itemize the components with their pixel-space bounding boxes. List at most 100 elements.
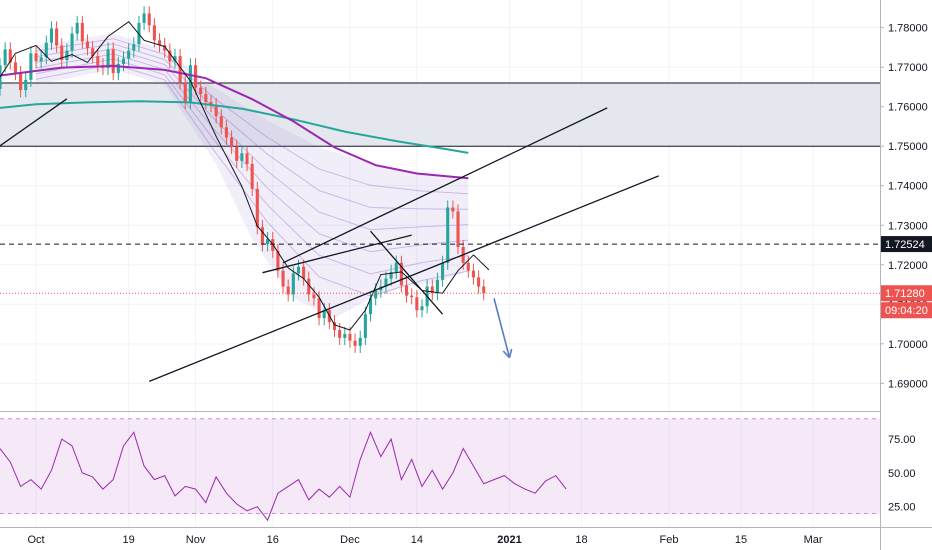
candle-body (368, 298, 373, 315)
time-tick-label: Dec (340, 534, 360, 546)
resistance-zone (0, 82, 880, 147)
time-tick-label: Mar (804, 534, 823, 546)
candle-body (471, 270, 475, 278)
trendline (148, 175, 659, 382)
candle-body (60, 45, 64, 61)
candle-body (451, 207, 455, 212)
candle-body (302, 266, 306, 279)
arrow-head (502, 350, 511, 359)
candle-body (142, 13, 146, 23)
candle-body (49, 28, 54, 43)
candle-body (44, 42, 48, 58)
candle-body (168, 50, 172, 62)
countdown-tag-bg (881, 302, 932, 319)
ribbon-line (35, 48, 469, 231)
price-tick-label: 1.72000 (888, 260, 928, 272)
candle-body (394, 262, 398, 272)
candle-body (132, 44, 136, 51)
candle-body (219, 116, 223, 128)
candle-body (19, 73, 23, 91)
candle-body (312, 294, 316, 299)
price-tick-label: 1.75000 (888, 141, 928, 153)
rsi-tick-label: 75.00 (888, 434, 916, 446)
candle-body (456, 211, 460, 247)
ribbon-line (35, 63, 469, 297)
candle-body (317, 298, 321, 319)
candle-body (389, 271, 393, 279)
candle-body (199, 87, 203, 95)
ribbon-line (35, 43, 469, 210)
candle-body (80, 22, 84, 42)
candle-body (374, 290, 378, 299)
trendline (370, 230, 444, 315)
ribbon-line (35, 53, 469, 253)
moving-average-line (0, 21, 490, 331)
candle-body (13, 62, 17, 74)
arrow-shaft (493, 298, 511, 358)
candle-body (121, 58, 126, 65)
countdown-tag-label: 09:04:20 (885, 305, 928, 317)
candle-body (399, 262, 403, 286)
arrow-head (508, 348, 513, 358)
price-tags: 1.72524 1.71280 09:04:20 (881, 236, 932, 319)
candle-body (296, 266, 301, 274)
time-axis[interactable]: Oct 19 Nov 16 Dec 14 2021 18 Feb 15 Mar (27, 534, 822, 546)
candle-body (152, 25, 156, 41)
candle-body (358, 337, 362, 346)
candle-body (466, 262, 470, 271)
candle-body (255, 188, 259, 228)
time-tick-label: 16 (267, 534, 279, 546)
candle-body (8, 49, 12, 63)
candle-body (127, 50, 131, 59)
candle-body (477, 277, 481, 287)
candle-body (235, 147, 239, 161)
candle-body (111, 49, 115, 74)
candle-body (157, 40, 162, 46)
candle-body (29, 53, 33, 80)
candle-body (85, 41, 90, 49)
candle-body (173, 56, 177, 62)
candle-body (39, 57, 43, 62)
candle-body (24, 79, 28, 91)
candle-body (384, 278, 388, 287)
candle-body (446, 207, 450, 263)
candle-body (96, 56, 100, 66)
candle-body (338, 329, 342, 338)
candle-body (353, 340, 357, 346)
candle-body (435, 279, 439, 294)
dashed-level-tag-bg (881, 236, 932, 253)
candle-body (332, 322, 337, 330)
candle-body (415, 297, 419, 311)
candle-body (322, 310, 326, 319)
candle-body (291, 273, 295, 295)
candle-body (214, 105, 218, 117)
candle-body (441, 262, 445, 280)
candle-body (240, 153, 244, 161)
price-tick-label: 1.77000 (888, 62, 928, 74)
moving-average-line (0, 64, 469, 180)
candle-body (410, 295, 414, 298)
rsi-axis[interactable]: 75.00 50.00 25.00 (888, 434, 916, 514)
candle-body (75, 22, 79, 34)
candle-body (183, 82, 187, 102)
horizontal-levels (0, 243, 880, 294)
candle-body (147, 13, 151, 26)
candle-body (281, 270, 285, 287)
trendline (262, 234, 412, 274)
candle-body (3, 49, 7, 66)
trendline (282, 107, 608, 264)
candle-body (163, 45, 167, 51)
candle-body (209, 101, 213, 106)
last-price-tag-bg (881, 285, 932, 302)
rsi-tick-label: 25.00 (888, 502, 916, 514)
trendline (0, 98, 68, 147)
rsi-tick-label: 50.00 (888, 468, 916, 480)
time-tick-label: 15 (735, 534, 747, 546)
candle-body (188, 65, 192, 102)
ribbon-line (35, 38, 469, 195)
candle-body (405, 285, 409, 296)
trendlines (0, 98, 659, 382)
time-tick-label: 19 (123, 534, 135, 546)
candle-body (0, 65, 2, 89)
candle-body (250, 164, 254, 189)
